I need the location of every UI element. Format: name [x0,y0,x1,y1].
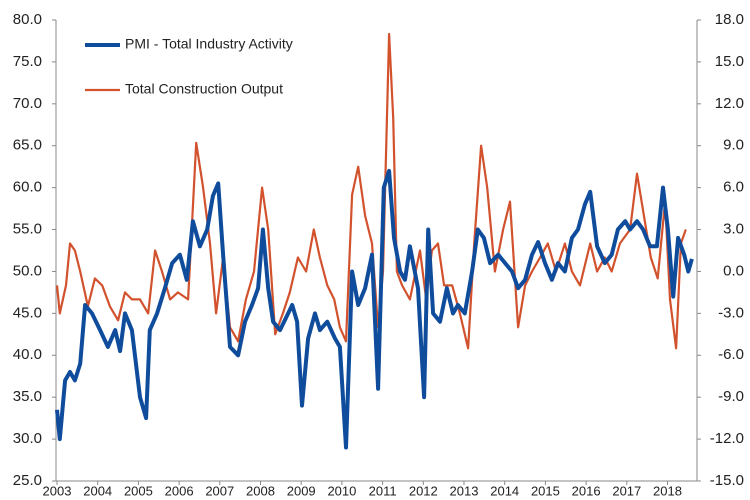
y2-tick-label: 18.0 [715,11,744,28]
x-tick-label: 2014 [490,483,519,498]
axes [55,20,698,482]
x-tick-label: 2018 [653,483,682,498]
x-tick-label: 2005 [124,483,153,498]
x-tick-label: 2013 [450,483,479,498]
y2-tick-label: 0.0 [723,262,744,279]
y2-tick-label: -15.0 [710,472,744,489]
y-tick-label: 80.0 [13,11,42,28]
x-tick-label: 2004 [83,483,112,498]
y-tick-label: 45.0 [13,304,42,321]
y-tick-label: 50.0 [13,262,42,279]
x-tick-label: 2003 [43,483,72,498]
y-tick-label: 70.0 [13,95,42,112]
y-tick-label: 25.0 [13,472,42,489]
x-tick-label: 2008 [246,483,275,498]
series-line [55,32,687,350]
y2-tick-label: -3.0 [718,304,744,321]
y2-tick-label: 3.0 [723,221,744,238]
x-tick-label: 2011 [369,483,397,498]
y2-tick-label: -9.0 [718,388,744,405]
x-tick-label: 2007 [205,483,234,498]
legend-label: Total Construction Output [125,81,283,97]
x-tick-label: 2015 [531,483,560,498]
y2-tick-label: 6.0 [723,179,744,196]
x-tick-label: 2006 [165,483,194,498]
y-tick-label: 75.0 [13,53,42,70]
series-line [55,168,694,450]
y2-tick-label: 9.0 [723,137,744,154]
y2-tick-label: -6.0 [718,346,744,363]
x-tick-label: 2012 [409,483,438,498]
y-tick-label: 65.0 [13,137,42,154]
x-tick-label: 2016 [572,483,601,498]
y2-tick-label: 12.0 [715,95,744,112]
y-tick-label: 60.0 [13,179,42,196]
x-tick-label: 2010 [327,483,356,498]
y-tick-label: 40.0 [13,346,42,363]
y-tick-label: 30.0 [13,430,42,447]
y-tick-label: 55.0 [13,221,42,238]
x-tick-label: 2009 [287,483,316,498]
y2-tick-label: -12.0 [710,430,744,447]
legend: PMI - Total Industry Activity Total Cons… [85,36,293,97]
legend-label: PMI - Total Industry Activity [125,36,293,52]
y-tick-label: 35.0 [13,388,42,405]
y2-tick-label: 15.0 [715,53,744,70]
x-tick-label: 2017 [612,483,641,498]
